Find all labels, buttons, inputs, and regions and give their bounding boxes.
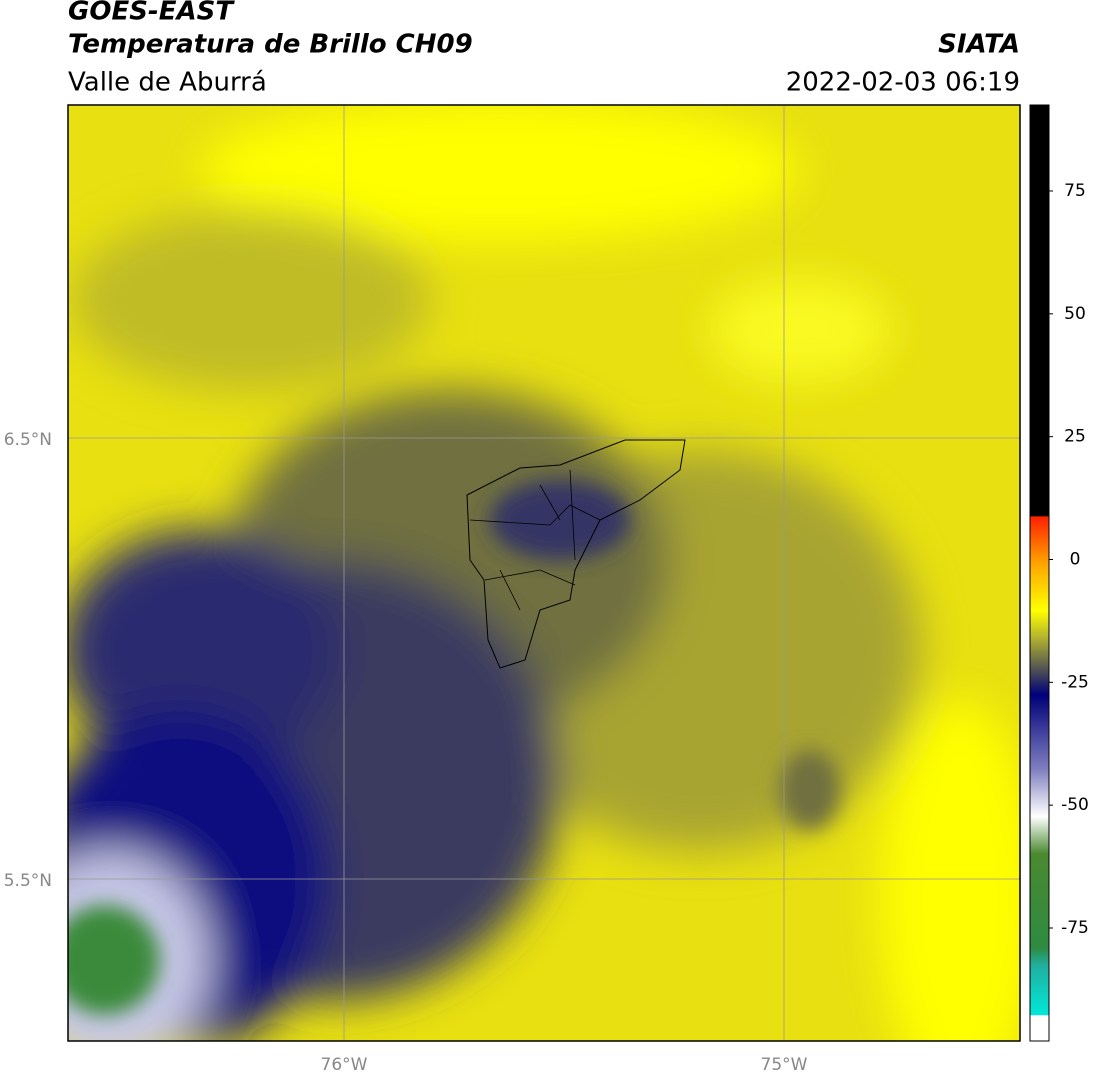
title: GOES-EAST — [68, 0, 235, 27]
colorbar-tick-label: 75 — [1064, 181, 1086, 201]
lon-label: 75°W — [761, 1055, 808, 1075]
datetime: 2022-02-03 06:19 — [786, 68, 1020, 98]
colorbar-tick-label: -50 — [1061, 795, 1089, 815]
map-image — [68, 105, 1020, 1041]
colorbar-tick-label: 0 — [1070, 549, 1081, 569]
source: SIATA — [938, 30, 1020, 60]
region: Valle de Aburrá — [68, 68, 267, 98]
colorbar — [1029, 104, 1050, 1042]
lat-label: 6.5°N — [4, 430, 52, 450]
colorbar-tick-label: 25 — [1064, 427, 1086, 447]
lon-label: 76°W — [321, 1055, 368, 1075]
lat-label: 5.5°N — [4, 871, 52, 891]
colorbar-tick-label: -75 — [1061, 918, 1089, 938]
colorbar-tick-label: 50 — [1064, 304, 1086, 324]
colorbar-tick-label: -25 — [1061, 672, 1089, 692]
map-frame — [67, 104, 1021, 1042]
subtitle: Temperatura de Brillo CH09 — [68, 30, 473, 60]
